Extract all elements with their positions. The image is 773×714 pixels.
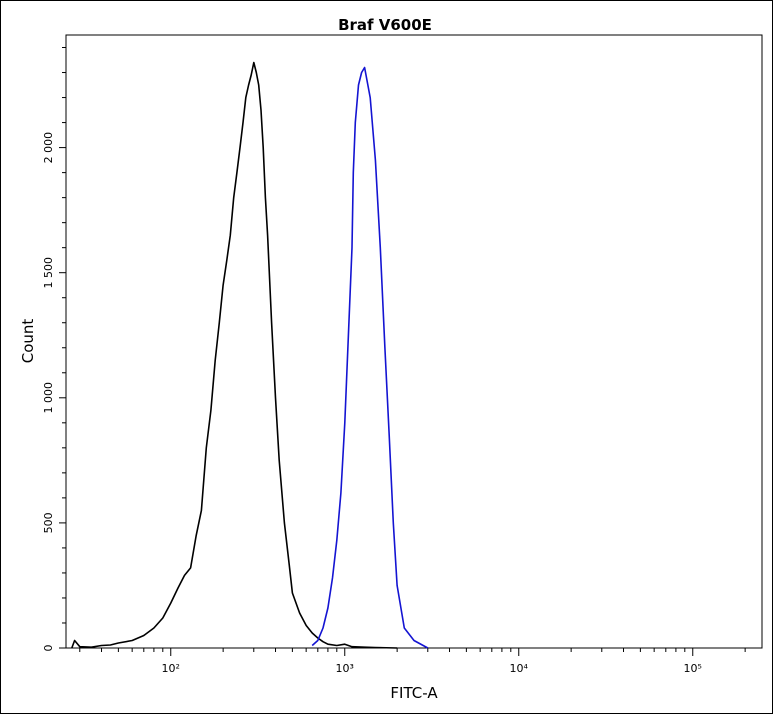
plot-frame xyxy=(65,34,763,649)
y-tick-label: 500 xyxy=(42,512,55,533)
y-axis: 0 500 1 000 1 500 2 000 xyxy=(42,47,66,652)
histogram-series xyxy=(71,61,429,649)
y-tick-label: 1 000 xyxy=(42,382,55,414)
x-axis: 10² 10³ 10⁴ 10⁵ xyxy=(79,648,746,675)
x-tick-label: 10² xyxy=(162,662,180,675)
series-line-2 xyxy=(311,66,429,649)
x-tick-label: 10⁴ xyxy=(510,662,529,675)
y-axis-title: Count xyxy=(19,319,37,364)
y-tick-label: 2 000 xyxy=(42,132,55,164)
series-line-1 xyxy=(71,61,398,649)
x-tick-label: 10⁵ xyxy=(684,662,702,675)
x-axis-title: FITC-A xyxy=(390,684,438,702)
chart-title: Braf V600E xyxy=(338,16,432,34)
y-tick-label: 1 500 xyxy=(42,257,55,289)
x-tick-label: 10³ xyxy=(336,662,354,675)
y-tick-label: 0 xyxy=(42,645,55,652)
